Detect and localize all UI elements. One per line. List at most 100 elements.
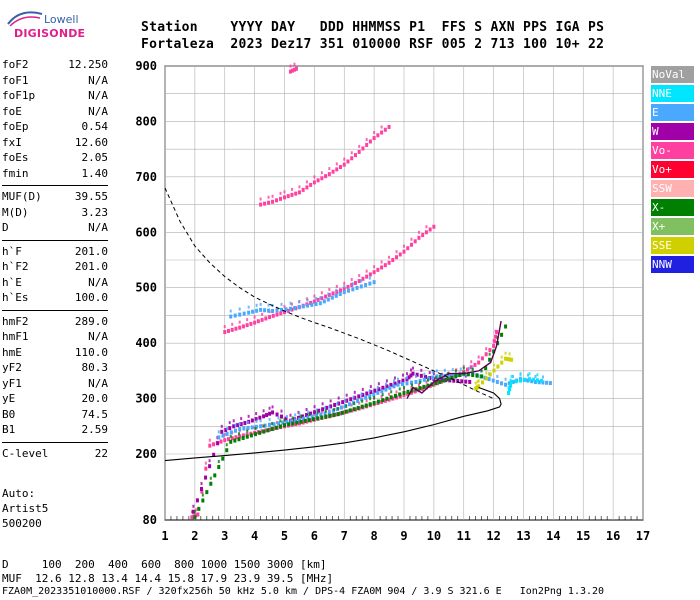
echo-point [420, 368, 423, 372]
echo-point [339, 288, 343, 293]
echo-point [298, 300, 301, 304]
echo-point [401, 378, 405, 383]
echo-point [373, 388, 377, 393]
echo-point [391, 396, 395, 401]
echo-point [376, 399, 380, 404]
param-name: fmin [2, 166, 29, 180]
echo-point [341, 400, 345, 405]
echo-point [329, 404, 333, 409]
echo-point [545, 380, 549, 385]
param-value: 12.60 [74, 135, 108, 149]
echo-point [380, 265, 384, 270]
echo-point [310, 302, 314, 307]
echo-point [364, 395, 368, 400]
echo-point [406, 389, 410, 394]
echo-point [228, 426, 232, 431]
param-value: 2.05 [81, 151, 109, 164]
echo-point [312, 299, 316, 304]
echo-point [488, 357, 492, 362]
x-tick-label: 15 [576, 529, 590, 543]
echo-point [541, 375, 544, 379]
echo-point [224, 427, 228, 432]
echo-point [496, 374, 499, 378]
echo-point [305, 408, 308, 412]
echo-point [380, 260, 383, 264]
echo-point [290, 302, 293, 306]
echo-point [308, 413, 311, 417]
echo-point [417, 230, 420, 234]
echo-point [377, 387, 381, 392]
echo-point [315, 408, 318, 412]
echo-point [272, 422, 276, 427]
echo-point [493, 339, 497, 344]
echo-point [321, 407, 325, 412]
y-tick-label: 700 [135, 170, 157, 184]
echo-point [356, 399, 360, 404]
echo-point [247, 310, 251, 315]
legend-item-w: W [651, 123, 694, 140]
echo-point [243, 420, 247, 425]
echo-point [358, 401, 361, 405]
echo-point [407, 375, 411, 380]
echo-point [365, 274, 369, 279]
echo-point [387, 397, 391, 402]
lowell-digisonde-logo: Lowell DIGISONDE [4, 6, 85, 44]
echo-point [500, 355, 503, 359]
legend-item-x-: X- [651, 199, 694, 216]
echo-point [328, 167, 331, 171]
y-tick-label: 600 [135, 225, 157, 239]
echo-point [413, 389, 417, 394]
echo-point [347, 288, 351, 293]
y-tick-label: 400 [135, 336, 157, 350]
echo-point [413, 239, 417, 244]
echo-point [306, 410, 309, 414]
x-tick-label: 5 [281, 529, 288, 543]
echo-point [297, 305, 301, 310]
echo-point [277, 416, 280, 420]
echo-point [262, 424, 265, 428]
echo-point [462, 366, 465, 370]
echo-point [504, 382, 508, 387]
echo-point [200, 489, 204, 494]
echo-point [401, 373, 404, 377]
echo-point [434, 376, 437, 380]
echo-point [534, 374, 537, 378]
echo-point [344, 409, 348, 414]
echo-point [425, 225, 428, 229]
param-name: h`F [2, 244, 22, 258]
echo-point [364, 283, 368, 288]
param-value: 39.55 [74, 190, 108, 203]
echo-point [221, 433, 225, 438]
echo-point [397, 380, 401, 385]
echo-point [466, 372, 470, 377]
echo-point [398, 387, 401, 391]
echo-point [506, 357, 510, 362]
echo-point [322, 299, 326, 304]
param-name: foEs [2, 151, 29, 164]
echo-point [492, 368, 496, 373]
echo-point [415, 372, 419, 377]
echo-point [411, 371, 415, 376]
param-name: foF1p [2, 89, 36, 102]
echo-point [204, 461, 207, 465]
echo-point [474, 381, 477, 385]
echo-point [297, 190, 301, 195]
echo-point [235, 423, 239, 428]
echo-point [245, 434, 249, 439]
echo-point [510, 357, 514, 362]
echo-point [393, 393, 397, 398]
echo-point [313, 175, 316, 179]
echo-point [311, 417, 315, 422]
echo-point [512, 374, 515, 378]
echo-point [212, 452, 216, 457]
echo-point [353, 395, 357, 400]
param-value: N/A [88, 89, 108, 102]
echo-point [283, 310, 286, 315]
param-row: D N/A [2, 221, 108, 237]
echo-point [548, 381, 552, 386]
echo-point [480, 356, 484, 361]
param-row: B1 2.59 [2, 423, 108, 439]
echo-point [447, 373, 451, 378]
echo-point [460, 379, 464, 384]
echo-point [283, 195, 286, 200]
